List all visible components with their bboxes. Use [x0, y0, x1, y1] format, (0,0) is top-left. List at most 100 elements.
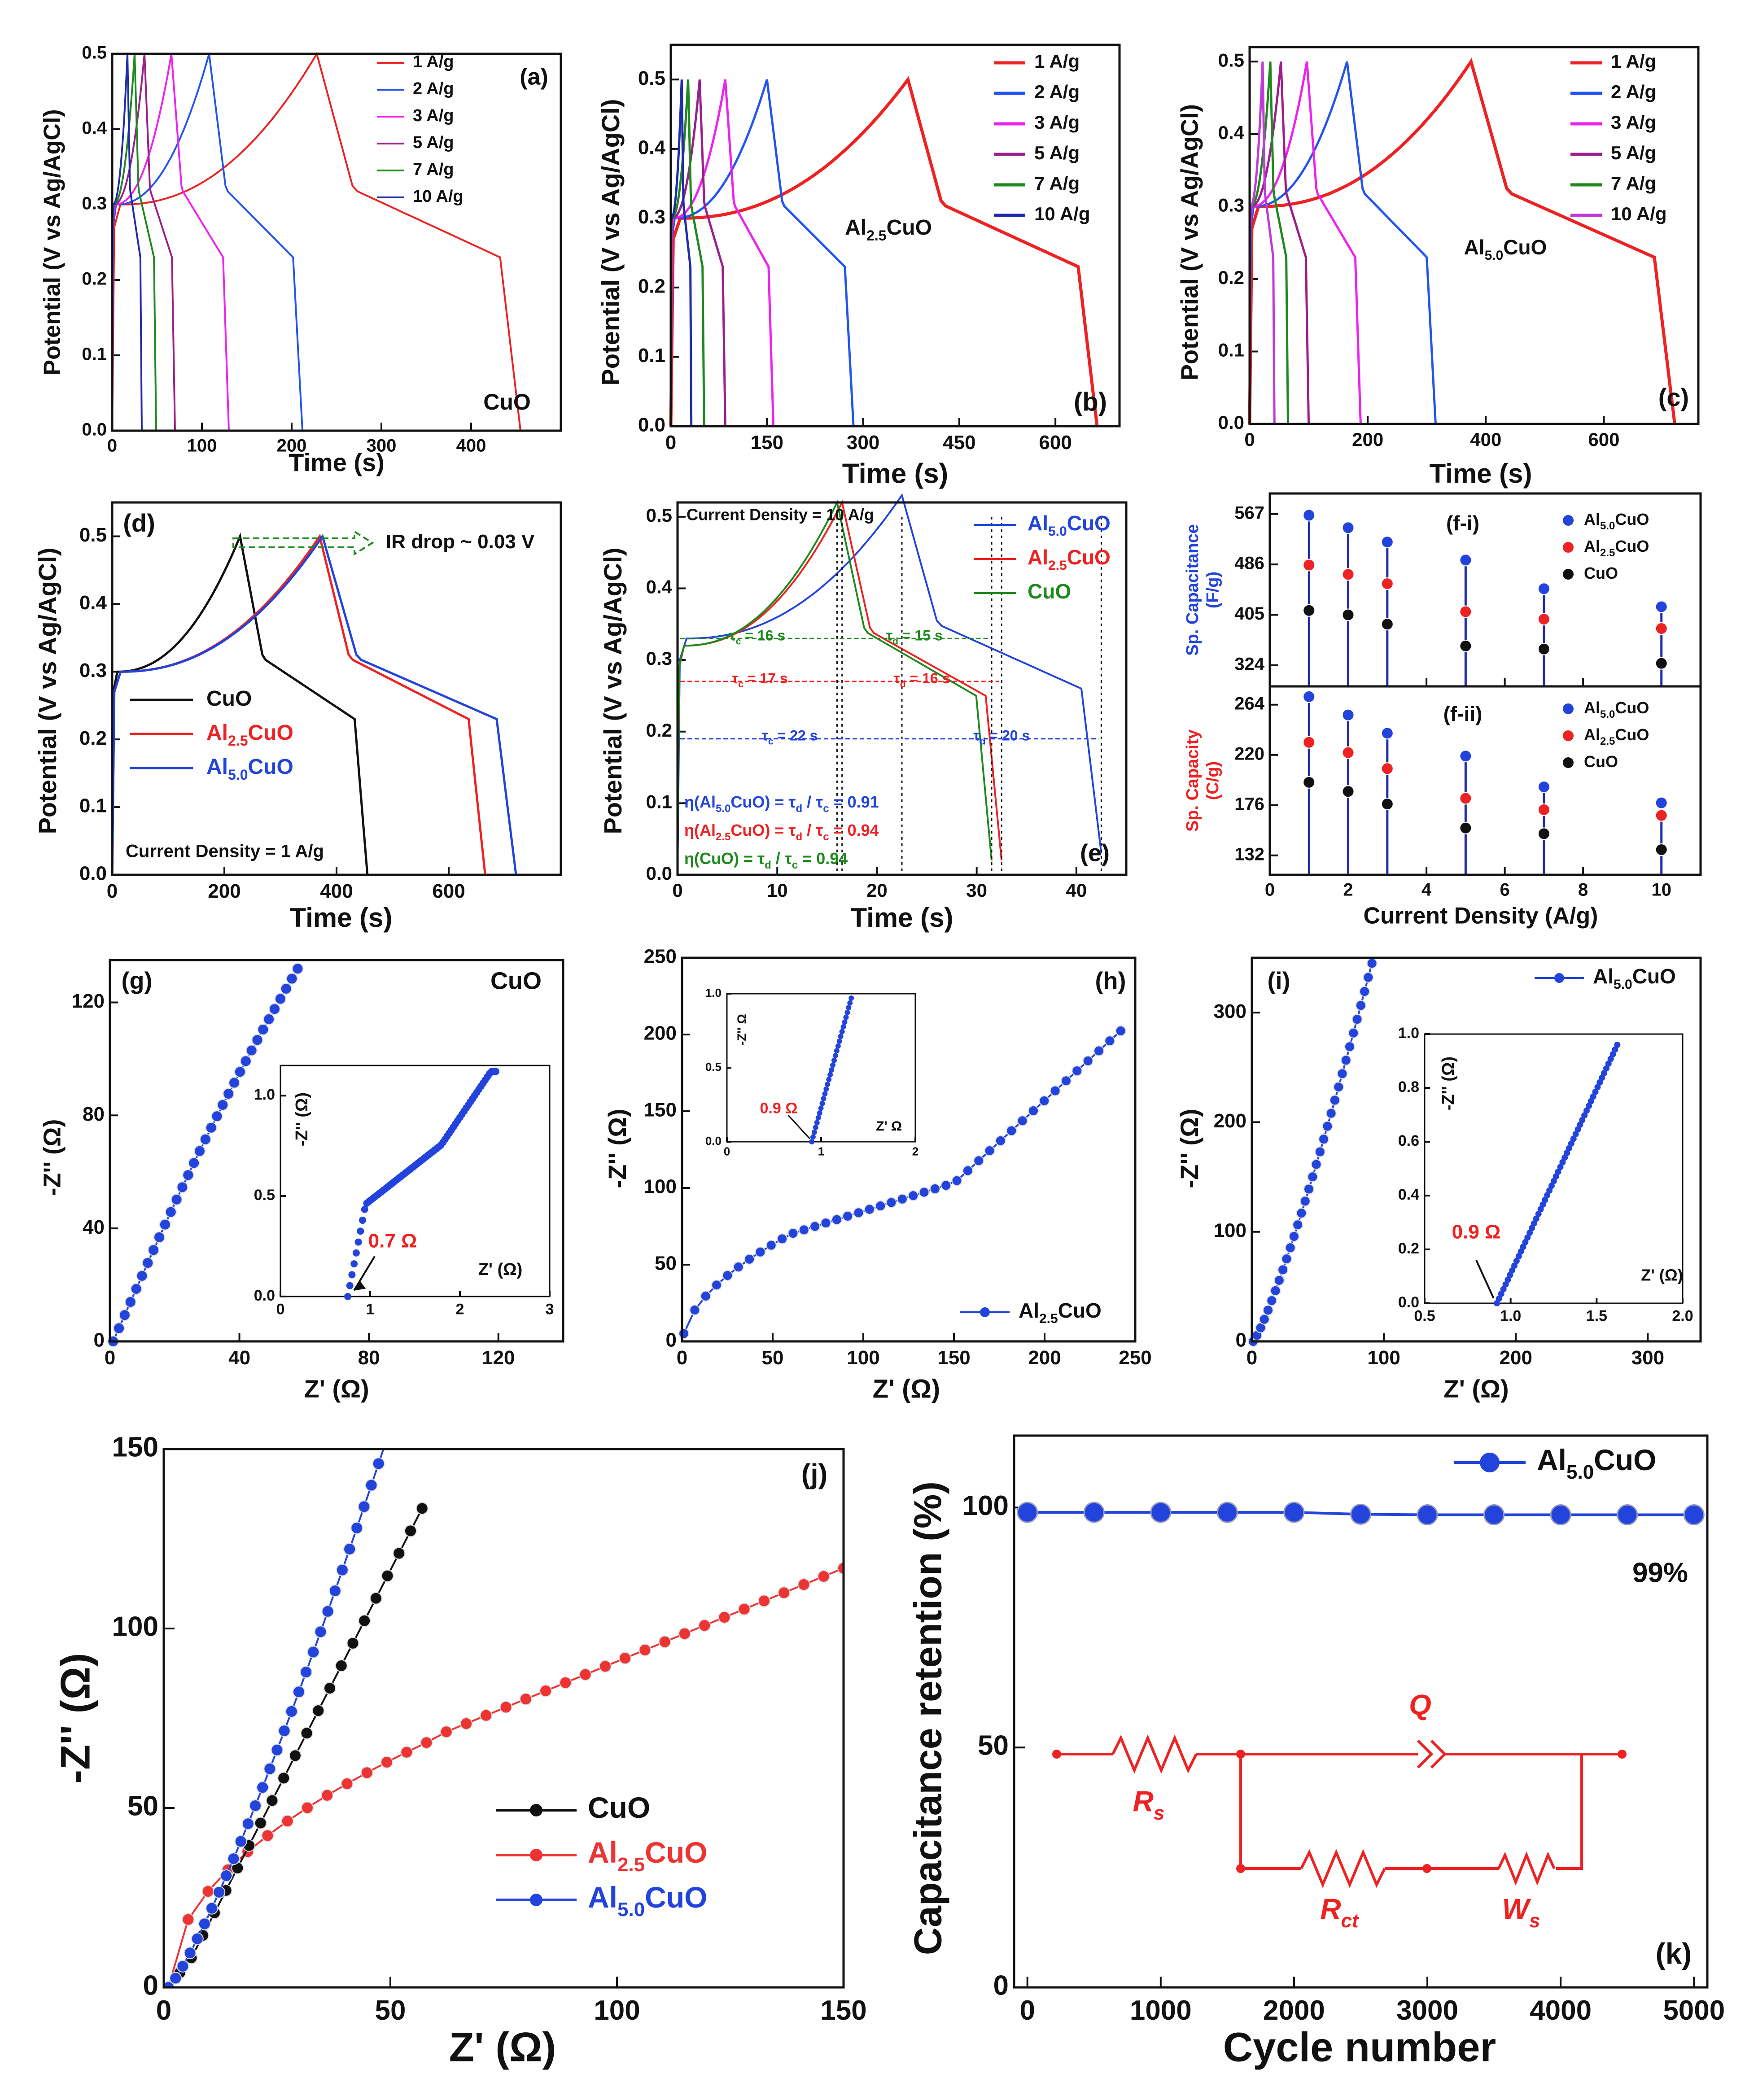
data-point: [440, 1725, 453, 1738]
plot-frame-k: [1013, 1434, 1709, 1989]
data-point: [165, 1206, 177, 1218]
inset-data-point: [1520, 1244, 1526, 1250]
data-point: [312, 1704, 325, 1717]
tau-label: τc = 17 s: [732, 670, 788, 690]
data-point: [875, 1201, 886, 1212]
plot-frame-d: [111, 501, 562, 876]
data-point: [1303, 1183, 1315, 1195]
data-point: [797, 1578, 810, 1591]
series-line: [669, 79, 705, 427]
data-point: [1322, 1121, 1333, 1132]
x-tick-label: 120: [482, 1347, 515, 1369]
y-tick-label: 0.1: [646, 791, 672, 812]
inset-data-point: [817, 1110, 822, 1116]
y-tick-label: 200: [1214, 1110, 1246, 1132]
x-axis-label: Time (s): [289, 448, 385, 476]
x-tick-label: 40: [228, 1347, 250, 1369]
inset-data-point: [1550, 1178, 1557, 1184]
series-line: [167, 1567, 844, 1987]
y-tick-label: 150: [112, 1432, 158, 1463]
legend-marker: [1563, 515, 1574, 526]
plot-frame-g: [109, 959, 564, 1343]
data-point: [381, 1569, 394, 1582]
data-point: [1017, 1115, 1028, 1126]
legend-label: 1 A/g: [413, 52, 454, 71]
y-tick-label: 0.4: [82, 118, 107, 138]
y-tick-label: 0: [94, 1329, 105, 1351]
data-point: [1348, 1027, 1359, 1039]
x-axis-label: Time (s): [290, 903, 393, 933]
inset-data-point: [815, 1115, 821, 1121]
y-tick-label: 40: [83, 1216, 105, 1238]
data-point: [336, 1563, 349, 1576]
data-point: [280, 982, 292, 995]
x-tick-label: 400: [1470, 429, 1501, 450]
data-point: [1342, 608, 1355, 621]
y-tick-label: 0.2: [646, 720, 672, 741]
data-point: [118, 1309, 131, 1321]
inset-data-point: [1537, 1206, 1544, 1213]
inset-y-label: -Z'' (Ω): [1439, 1057, 1458, 1110]
inset-data-point: [1515, 1253, 1522, 1260]
data-point: [1337, 1068, 1348, 1079]
equivalent-circuit: Q Rs Rct Ws: [1052, 1689, 1627, 1932]
x-tick-label: 300: [847, 432, 879, 454]
data-point: [639, 1643, 652, 1656]
data-point: [249, 1799, 262, 1812]
data-point: [995, 1135, 1006, 1146]
data-point: [1381, 577, 1394, 590]
y-tick-label: 0.3: [1218, 194, 1244, 215]
inset-data-point: [357, 1227, 364, 1235]
inset-data-point: [1609, 1051, 1616, 1057]
data-point: [678, 1627, 691, 1640]
inset-data-point: [359, 1217, 366, 1224]
data-point: [240, 1055, 252, 1067]
data-point: [289, 1749, 302, 1762]
data-point: [321, 1605, 334, 1618]
data-point: [1093, 1045, 1104, 1057]
data-point: [1537, 781, 1550, 793]
legend-label: Al5.0CuO: [1537, 1443, 1657, 1483]
y-tick-label: 50: [655, 1253, 677, 1275]
data-point: [1459, 821, 1472, 834]
panel-d: 0 200 400 600 0.0 0.1 0.2 0.3 0.4 0.5 Time (s) Pote…: [33, 509, 535, 933]
annotation: Al5.0CuO: [1464, 236, 1547, 263]
data-point: [1006, 1125, 1017, 1136]
legend-marker: [530, 1894, 542, 1906]
x-tick-label: 8: [1578, 880, 1588, 900]
inset-data-point: [492, 1068, 499, 1075]
y-axis-label: Potential (V vs Ag/AgCl): [1176, 104, 1203, 380]
data-point: [193, 1145, 206, 1157]
x-tick-label: 2000: [1263, 1995, 1325, 2026]
data-point: [842, 1210, 853, 1222]
inset-data-point: [1546, 1187, 1553, 1194]
y-tick-label: 0.4: [638, 136, 666, 158]
x-tick-label: 4: [1421, 880, 1432, 900]
inset-data-point: [1531, 1220, 1537, 1227]
plot-frame-f-ii: [1268, 685, 1702, 876]
legend-label: 3 A/g: [1034, 112, 1080, 133]
data-point: [241, 1817, 254, 1830]
inset-data-point: [1500, 1286, 1507, 1292]
legend-label: 7 A/g: [1034, 173, 1080, 194]
x-tick-label: 0: [1019, 1995, 1035, 2026]
y-tick-label: 200: [644, 1022, 677, 1044]
data-point: [1299, 1196, 1311, 1207]
panel-j: 0 50 100 150 0 50 100 150 Z' (Ω) -Z'' (Ω) (j) CuO Al…: [52, 1432, 866, 2070]
legend-label: Al2.5CuO: [588, 1836, 708, 1876]
legend-label: CuO: [588, 1791, 650, 1824]
data-point: [245, 1044, 258, 1057]
data-point: [1333, 1081, 1344, 1092]
series-line: [1248, 61, 1276, 424]
data-point: [321, 1789, 334, 1802]
inset-data-point: [846, 1005, 852, 1011]
x-tick-label: 0: [677, 1347, 687, 1369]
data-point: [1537, 613, 1550, 626]
series-line: [677, 493, 1102, 875]
data-point: [130, 1283, 142, 1295]
inset-arrowhead: [354, 1279, 366, 1291]
legend-label: Al5.0CuO: [1593, 965, 1676, 992]
data-point: [820, 1218, 831, 1229]
panel-e: 0 10 20 30 40 0.0 0.1 0.2 0.3 0.4 0.5 τc = 16 s τd =…: [599, 493, 1111, 933]
legend-marker: [1563, 703, 1574, 714]
